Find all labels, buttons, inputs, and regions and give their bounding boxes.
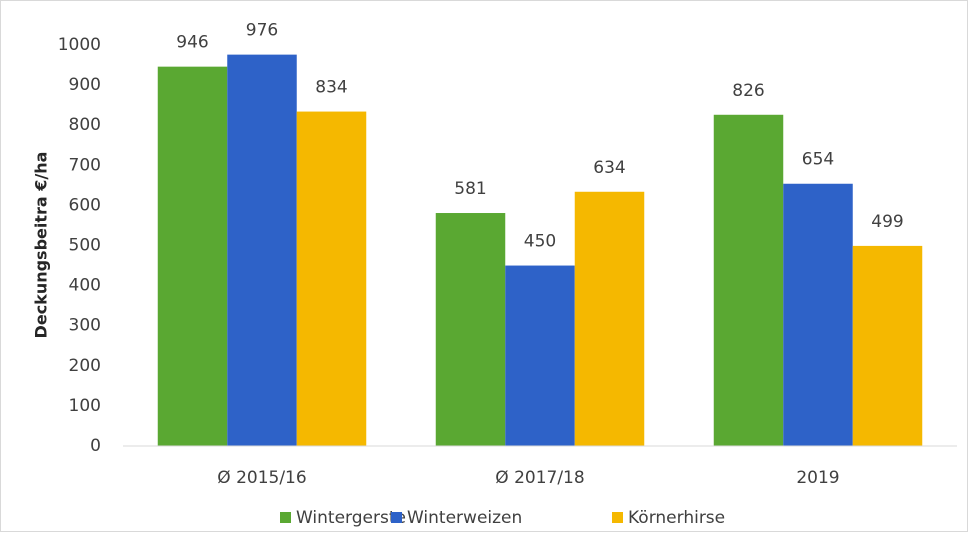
legend-swatch: [280, 512, 291, 523]
y-tick-label: 600: [69, 195, 101, 215]
y-tick-label: 700: [69, 155, 101, 175]
legend-label: Winterweizen: [407, 508, 522, 528]
x-tick-label: 2019: [796, 468, 839, 488]
legend-swatch: [612, 512, 623, 523]
bar: [574, 191, 645, 446]
legend-label: Wintergerste: [296, 508, 406, 528]
data-label: 450: [524, 232, 556, 252]
y-tick-label: 800: [69, 115, 101, 135]
y-axis-title: Deckungsbeitra €/ha: [32, 152, 51, 339]
bar: [713, 114, 784, 447]
y-tick-label: 500: [69, 236, 101, 256]
bar: [227, 54, 297, 447]
y-tick-label: 900: [69, 75, 101, 95]
y-tick-label: 0: [90, 436, 101, 456]
bar: [852, 245, 923, 446]
bar: [435, 213, 506, 446]
y-tick-label: 300: [69, 316, 101, 336]
data-label: 834: [315, 78, 347, 98]
y-tick-label: 100: [69, 396, 101, 416]
y-tick-label: 400: [69, 276, 101, 296]
bar: [157, 66, 228, 447]
bar: [505, 265, 575, 446]
legend-swatch: [391, 512, 402, 523]
bar: [783, 183, 853, 446]
data-label: 654: [802, 150, 834, 170]
data-label: 946: [176, 33, 208, 53]
bar: [296, 111, 367, 446]
legend-label: Körnerhirse: [628, 508, 725, 528]
x-tick-label: Ø 2017/18: [495, 468, 584, 488]
y-tick-label: 1000: [58, 35, 101, 55]
x-tick-label: Ø 2015/16: [217, 468, 306, 488]
data-label: 826: [732, 81, 764, 101]
data-label: 499: [871, 212, 903, 232]
data-label: 581: [454, 179, 486, 199]
data-label: 976: [246, 21, 278, 41]
data-label: 634: [593, 158, 625, 178]
y-tick-label: 200: [69, 356, 101, 376]
